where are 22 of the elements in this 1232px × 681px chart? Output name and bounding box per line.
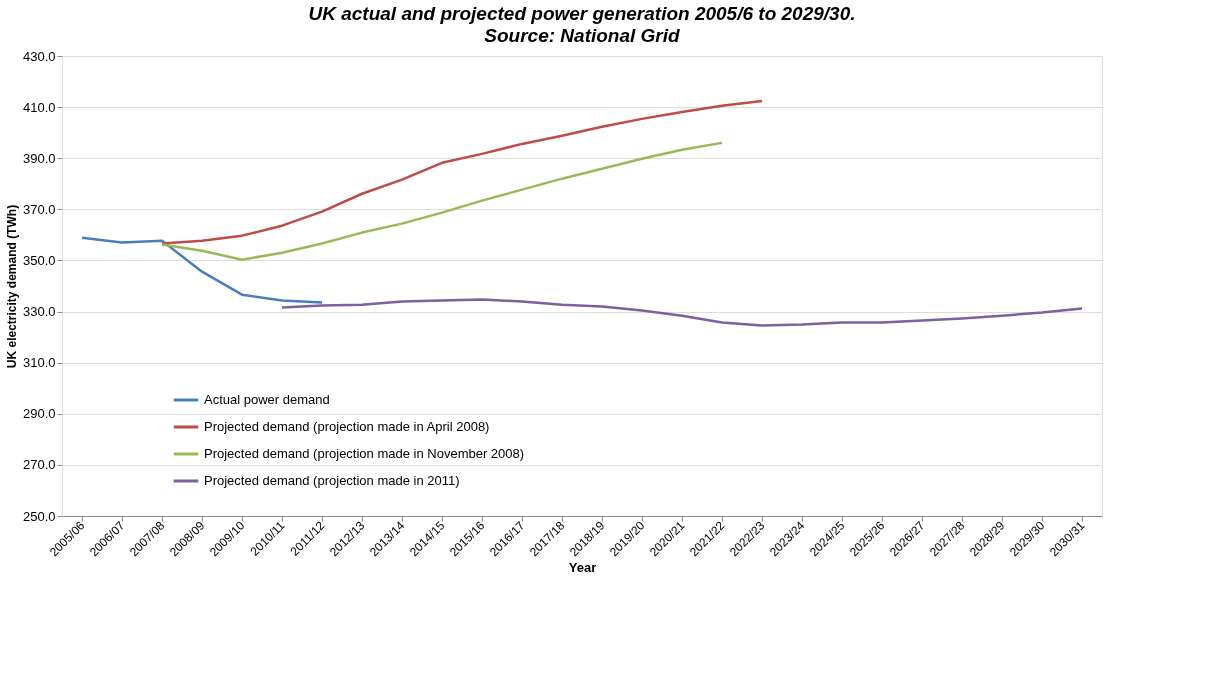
line-series [80, 236, 324, 304]
y-tick-label: 310.0 [22, 355, 56, 371]
y-tick-label: 390.0 [22, 150, 56, 166]
legend-label: Projected demand (projection made in 2011) [204, 473, 460, 488]
chart-subtitle: Source: National Grid [484, 25, 681, 46]
y-tick-label: 410.0 [22, 99, 56, 115]
x-axis-title: Year [568, 560, 597, 576]
y-tick-label: 430.0 [22, 48, 56, 64]
chart-title: UK actual and projected power generation 2005/6 to 2029/30. [308, 3, 856, 24]
line-series [160, 141, 724, 261]
y-tick-label: 290.0 [22, 406, 56, 422]
y-tick-label: 270.0 [22, 457, 56, 473]
line-series [160, 99, 764, 245]
line-series [280, 298, 1084, 327]
y-axis-title: UK electricity demand (TWh) [4, 204, 19, 369]
y-tick-label: 350.0 [22, 252, 56, 268]
y-tick-label: 250.0 [22, 508, 56, 524]
legend-label: Projected demand (projection made in April 2008) [204, 419, 490, 434]
y-tick-label: 370.0 [22, 201, 56, 217]
legend-label: Projected demand (projection made in November 2008) [204, 446, 525, 461]
y-tick-label: 330.0 [22, 304, 56, 320]
legend-label: Actual power demand [204, 392, 330, 407]
